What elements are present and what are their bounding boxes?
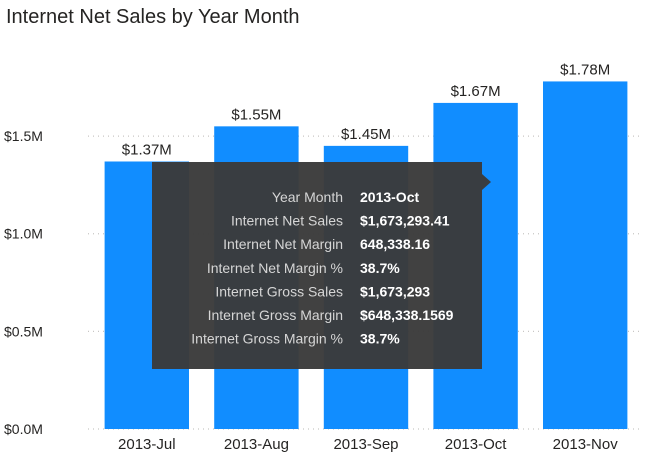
tooltip-value: $1,673,293 bbox=[360, 283, 430, 299]
tooltip-value: $648,338.1569 bbox=[360, 307, 454, 323]
y-tick-label: $1.0M bbox=[4, 226, 43, 242]
tooltip-key: Internet Gross Margin bbox=[208, 307, 343, 323]
chart-title: Internet Net Sales by Year Month bbox=[6, 6, 300, 28]
tooltip-key: Internet Net Sales bbox=[231, 213, 343, 229]
bar-2013-nov[interactable] bbox=[543, 81, 628, 429]
tooltip-key: Internet Gross Margin % bbox=[191, 331, 343, 347]
tooltip-value: 38.7% bbox=[360, 331, 400, 347]
y-tick-label: $0.5M bbox=[4, 323, 43, 339]
bar-value-label: $1.67M bbox=[451, 83, 501, 100]
y-tick-label: $1.5M bbox=[4, 128, 43, 144]
y-axis-ticks: $0.0M $0.5M $1.0M $1.5M bbox=[4, 128, 43, 437]
tooltip-value: 648,338.16 bbox=[360, 236, 430, 252]
tooltip-background bbox=[152, 162, 482, 369]
tooltip-value: $1,673,293.41 bbox=[360, 213, 450, 229]
bar-value-labels: $1.37M $1.55M $1.45M $1.67M $1.78M bbox=[122, 61, 610, 158]
bar-value-label: $1.55M bbox=[231, 106, 281, 123]
tooltip-key: Internet Net Margin % bbox=[207, 260, 343, 276]
bar-value-label: $1.37M bbox=[122, 141, 172, 158]
tooltip-value: 38.7% bbox=[360, 260, 400, 276]
x-tick-label: 2013-Jul bbox=[118, 436, 176, 453]
x-tick-label: 2013-Aug bbox=[224, 436, 289, 453]
y-tick-label: $0.0M bbox=[4, 421, 43, 437]
tooltip-pointer bbox=[482, 174, 491, 190]
x-tick-label: 2013-Sep bbox=[333, 436, 398, 453]
x-tick-label: 2013-Nov bbox=[553, 436, 619, 453]
tooltip: Year Month 2013-Oct Internet Net Sales $1,6… bbox=[152, 162, 491, 369]
tooltip-key: Internet Gross Sales bbox=[215, 283, 343, 299]
bar-value-label: $1.45M bbox=[341, 126, 391, 143]
tooltip-key: Year Month bbox=[272, 189, 343, 205]
tooltip-value: 2013-Oct bbox=[360, 189, 419, 205]
x-tick-label: 2013-Oct bbox=[445, 436, 508, 453]
x-axis-ticks: 2013-Jul 2013-Aug 2013-Sep 2013-Oct 2013-Nov bbox=[118, 436, 618, 453]
tooltip-key: Internet Net Margin bbox=[223, 236, 343, 252]
bar-value-label: $1.78M bbox=[560, 61, 610, 78]
